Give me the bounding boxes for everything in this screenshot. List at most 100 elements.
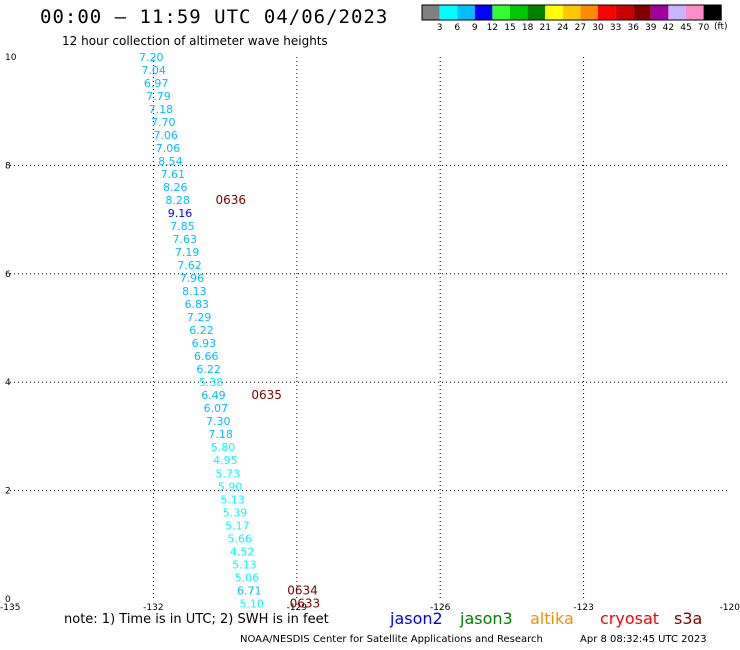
colorbar-label: 70	[698, 23, 710, 33]
y-tick-label: 2	[5, 487, 11, 497]
wave-height-point: 8.13	[182, 285, 207, 298]
wave-height-point: 6.07	[204, 402, 229, 415]
colorbar-unit: (ft)	[714, 22, 728, 32]
wave-height-point: 4.95	[213, 454, 238, 467]
wave-height-point: 7.62	[177, 259, 202, 272]
colorbar-swatch	[650, 5, 669, 20]
colorbar-swatch	[668, 5, 686, 20]
colorbar-swatch	[422, 5, 440, 20]
wave-height-point: 6.97	[144, 77, 169, 90]
y-tick-label: 4	[5, 378, 11, 388]
wave-height-point: 7.18	[208, 428, 233, 441]
chart-subtitle: 12 hour collection of altimeter wave hei…	[62, 34, 328, 48]
legend-jason2: jason2	[390, 609, 443, 628]
wave-height-point: 5.80	[211, 441, 236, 454]
wave-height-point: 6.71	[237, 584, 261, 597]
wave-height-point: 5.39	[223, 506, 248, 519]
colorbar-label: 15	[504, 23, 515, 33]
wave-height-point: 5.06	[235, 571, 260, 584]
colorbar-swatch	[615, 5, 634, 20]
wave-height-point: 5.17	[225, 519, 250, 532]
colorbar-label: 36	[627, 23, 639, 33]
wave-height-point: 8.26	[163, 181, 188, 194]
y-tick-label: 8	[5, 161, 11, 171]
chart-title: 00:00 – 11:59 UTC 04/06/2023	[40, 6, 389, 28]
colorbar-swatch	[492, 5, 510, 20]
wave-height-point: 5.38	[199, 376, 224, 389]
wave-height-point: 7.06	[153, 129, 178, 142]
x-tick-label: -132	[143, 603, 163, 613]
wave-height-point: 8.28	[165, 194, 190, 207]
wave-height-point: 7.29	[187, 311, 212, 324]
wave-height-point: 7.20	[139, 51, 164, 64]
colorbar-swatch	[510, 5, 528, 20]
wave-height-point: 6.93	[192, 337, 217, 350]
colorbar-swatch	[633, 5, 651, 20]
x-tick-label: -120	[720, 603, 740, 613]
wave-height-point: 5.13	[220, 493, 245, 506]
colorbar-label: 18	[522, 23, 534, 33]
colorbar-label: 3	[437, 23, 443, 33]
wave-height-point: 7.30	[206, 415, 231, 428]
wave-height-point: 7.04	[141, 64, 166, 77]
colorbar-swatch	[527, 5, 546, 20]
colorbar-label: 9	[472, 23, 478, 33]
pass-time-label: 0635	[251, 388, 282, 402]
wave-height-point: 6.22	[189, 324, 214, 337]
colorbar-swatch	[703, 5, 722, 20]
colorbar-label: 42	[663, 23, 674, 33]
legend-altika: altika	[530, 609, 574, 628]
colorbar-label: 21	[539, 23, 550, 33]
wave-height-point: 7.06	[156, 142, 181, 155]
wave-height-point: 6.49	[201, 389, 226, 402]
colorbar-label: 12	[487, 23, 498, 33]
wave-height-point: 8.54	[158, 155, 183, 168]
note-text: note: 1) Time is in UTC; 2) SWH is in fe…	[64, 612, 329, 627]
colorbar-swatch	[686, 5, 704, 20]
wave-height-point: 9.16	[168, 207, 193, 220]
wave-height-point: 7.19	[175, 246, 200, 259]
wave-height-point: 5.90	[218, 480, 243, 493]
x-tick-label: -135	[0, 603, 20, 613]
wave-height-point: 7.61	[161, 168, 186, 181]
colorbar-swatch	[598, 5, 616, 20]
legend-cryosat: cryosat	[600, 609, 660, 628]
wave-height-point: 6.83	[184, 298, 209, 311]
x-tick-label: -129	[287, 603, 308, 613]
wave-height-point: 5.73	[216, 467, 241, 480]
pass-time-label: 0633	[290, 596, 321, 610]
colorbar-label: 33	[610, 23, 621, 33]
colorbar-label: 30	[592, 23, 604, 33]
x-tick-label: -126	[430, 603, 451, 613]
colorbar-label: 6	[454, 23, 460, 33]
colorbar-swatch	[439, 5, 458, 20]
wave-height-point: 5.66	[227, 532, 252, 545]
legend-jason3: jason3	[460, 609, 513, 628]
wave-height-point: 5.10	[239, 597, 264, 610]
colorbar-swatch	[545, 5, 563, 20]
colorbar-swatch	[580, 5, 598, 20]
wave-height-point: 7.96	[180, 272, 205, 285]
colorbar-label: 39	[645, 23, 657, 33]
wave-height-point: 4.52	[230, 545, 255, 558]
colorbar-label: 24	[557, 23, 569, 33]
wave-height-point: 7.63	[173, 233, 198, 246]
footer-timestamp: Apr 8 08:32:45 UTC 2023	[580, 634, 707, 645]
legend-s3a: s3a	[674, 609, 703, 628]
wave-height-point: 6.66	[194, 350, 219, 363]
wave-height-point: 7.85	[170, 220, 195, 233]
wave-height-point: 7.79	[146, 90, 171, 103]
colorbar-swatch	[474, 5, 493, 20]
pass-time-label: 0636	[216, 193, 247, 207]
pass-time-label: 0634	[287, 583, 318, 597]
y-tick-label: 0	[5, 595, 11, 605]
colorbar-swatch	[562, 5, 581, 20]
colorbar-label: 27	[575, 23, 586, 33]
colorbar-label: 45	[680, 23, 691, 33]
footer-credit: NOAA/NESDIS Center for Satellite Applica…	[240, 634, 543, 645]
wave-height-point: 7.70	[151, 116, 176, 129]
wave-height-point: 7.18	[149, 103, 174, 116]
wave-height-point: 5.13	[232, 558, 257, 571]
